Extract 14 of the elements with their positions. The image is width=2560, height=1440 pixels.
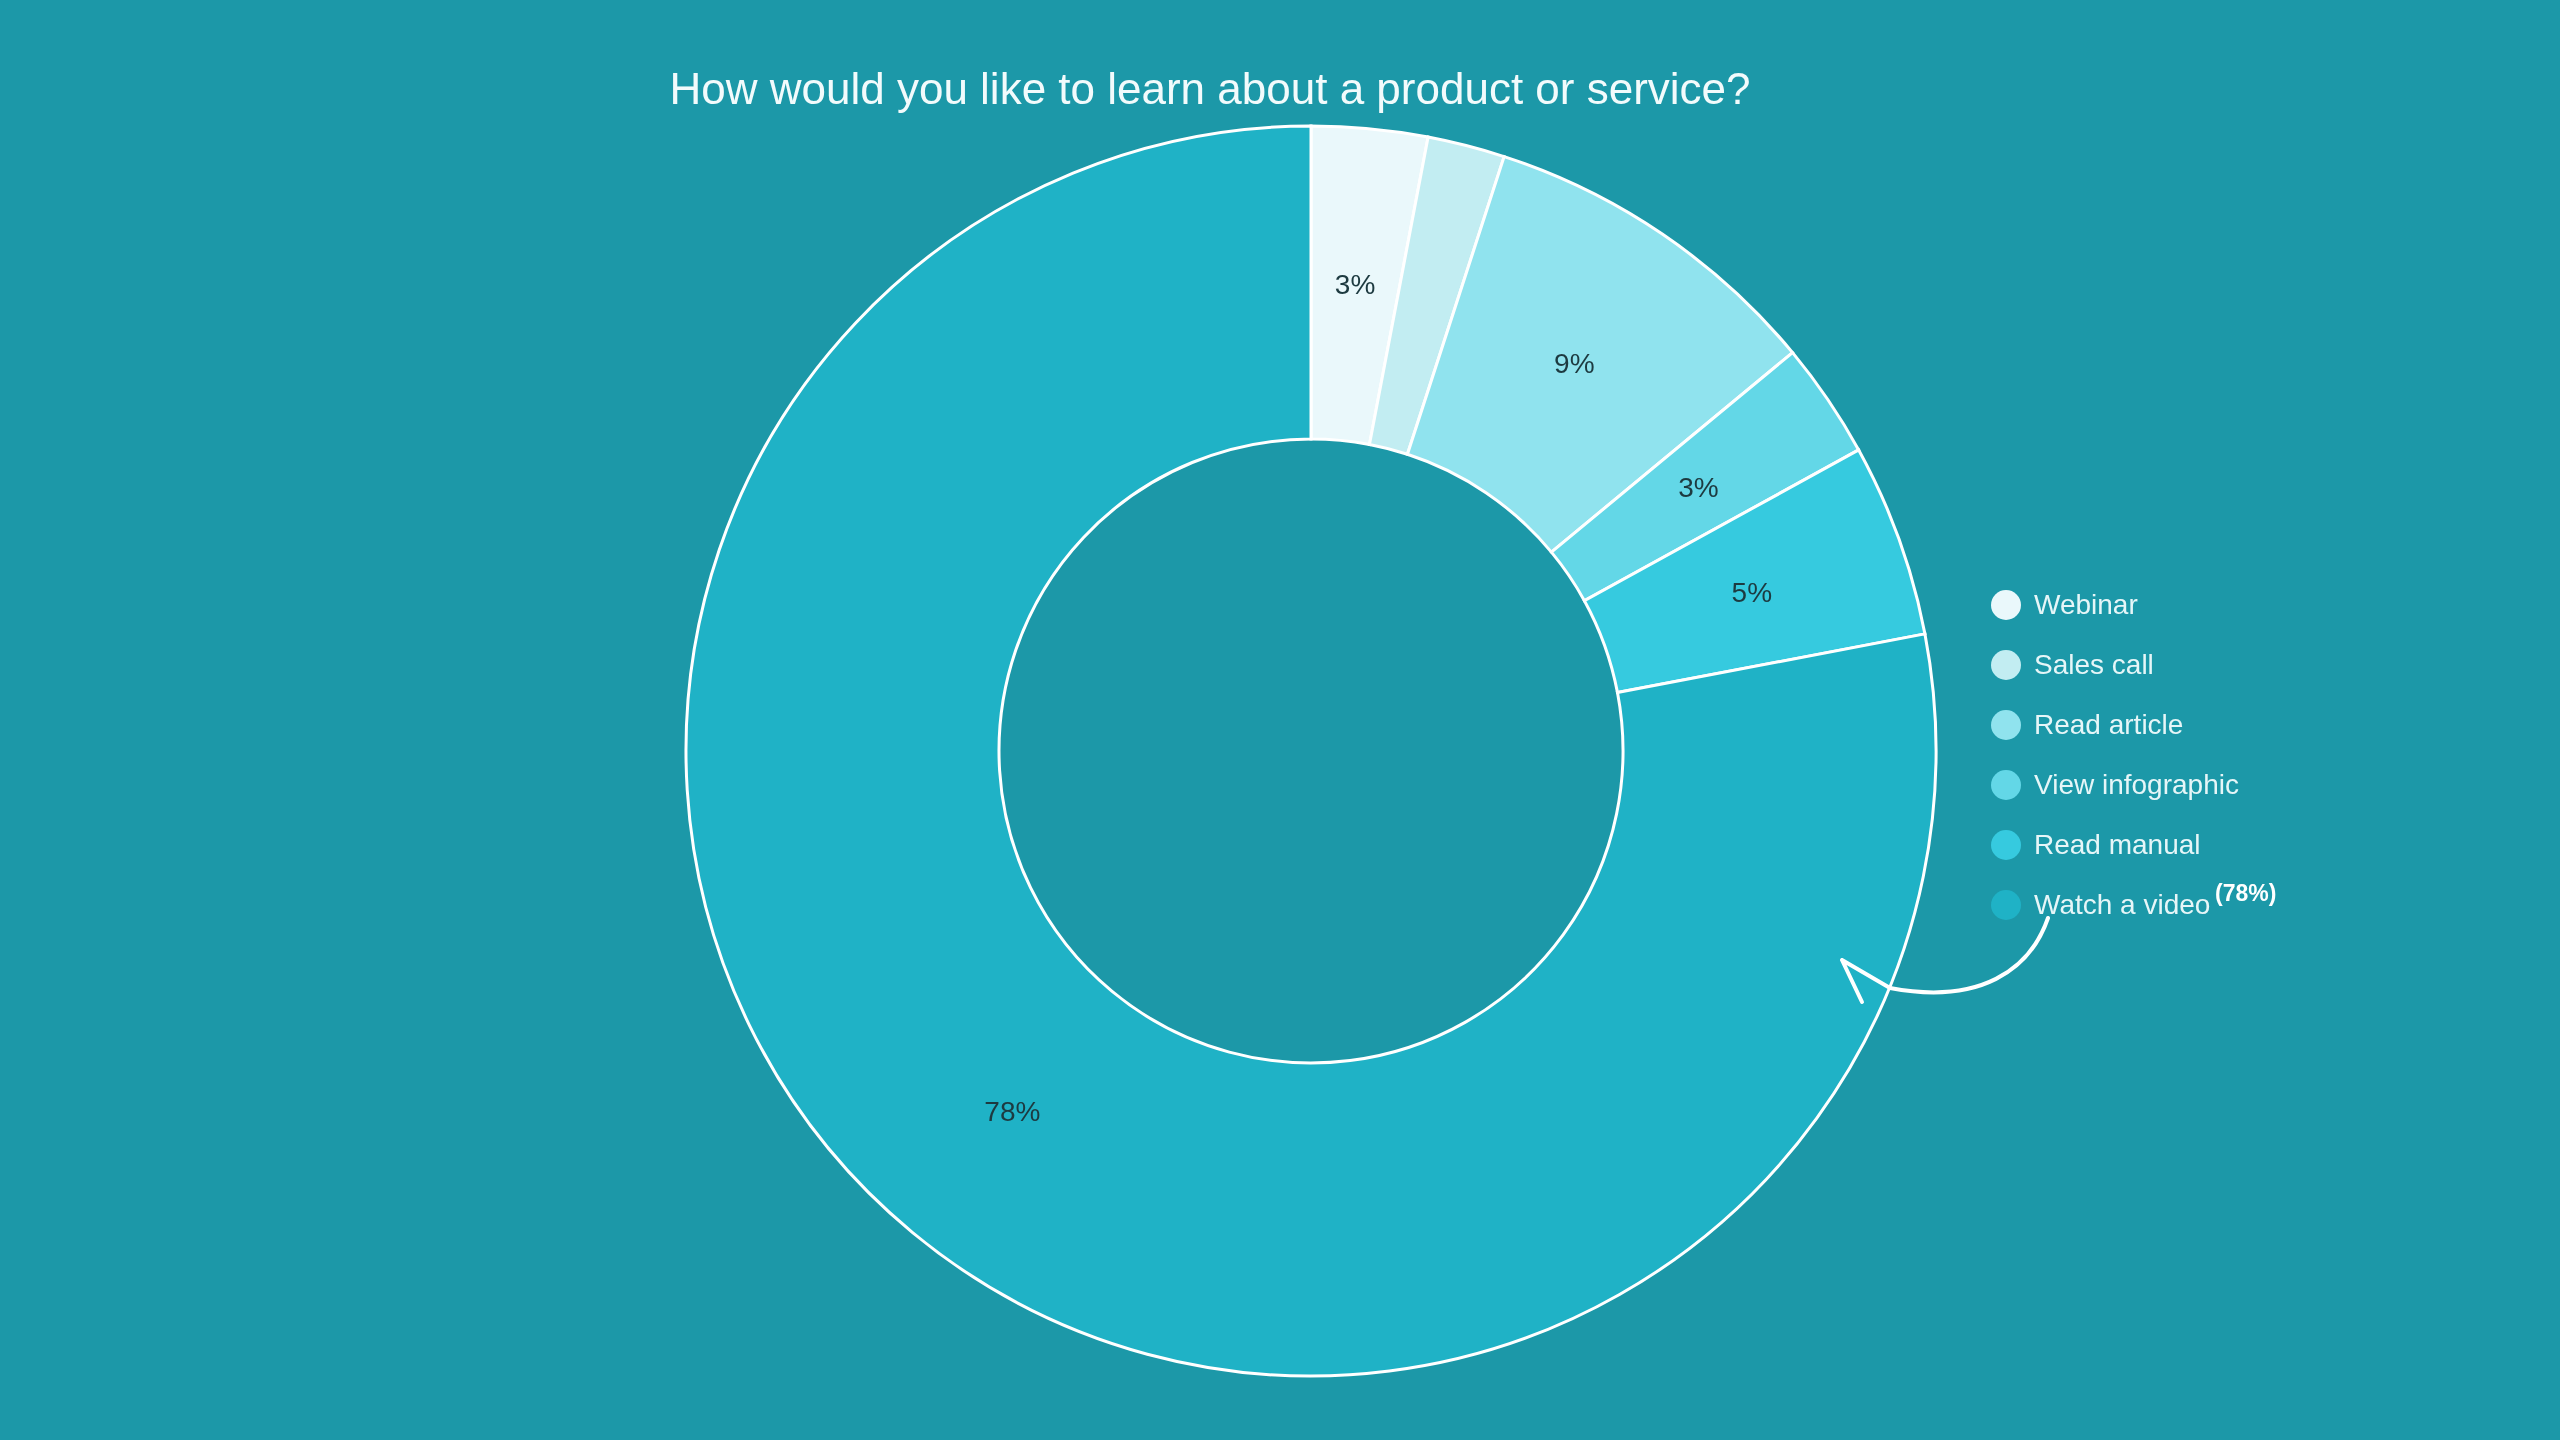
legend-label: View infographic bbox=[2034, 769, 2239, 801]
legend-label: Read manual bbox=[2034, 829, 2201, 861]
legend-label: Webinar bbox=[2034, 589, 2138, 621]
legend-label: Sales call bbox=[2034, 649, 2154, 681]
data-label: 5% bbox=[1731, 576, 1773, 608]
data-label: 3% bbox=[1678, 472, 1719, 504]
data-label: 78% bbox=[984, 1096, 1041, 1128]
data-label: 3% bbox=[1334, 269, 1376, 301]
chart-title: How would you like to learn about a product or service? bbox=[668, 64, 1752, 114]
data-label: 9% bbox=[1554, 348, 1595, 380]
legend-label: Watch a video bbox=[2034, 889, 2211, 921]
text: (78%) bbox=[2215, 880, 2277, 907]
donut-slice bbox=[684, 124, 1937, 1377]
legend-label: Read article bbox=[2034, 709, 2184, 741]
